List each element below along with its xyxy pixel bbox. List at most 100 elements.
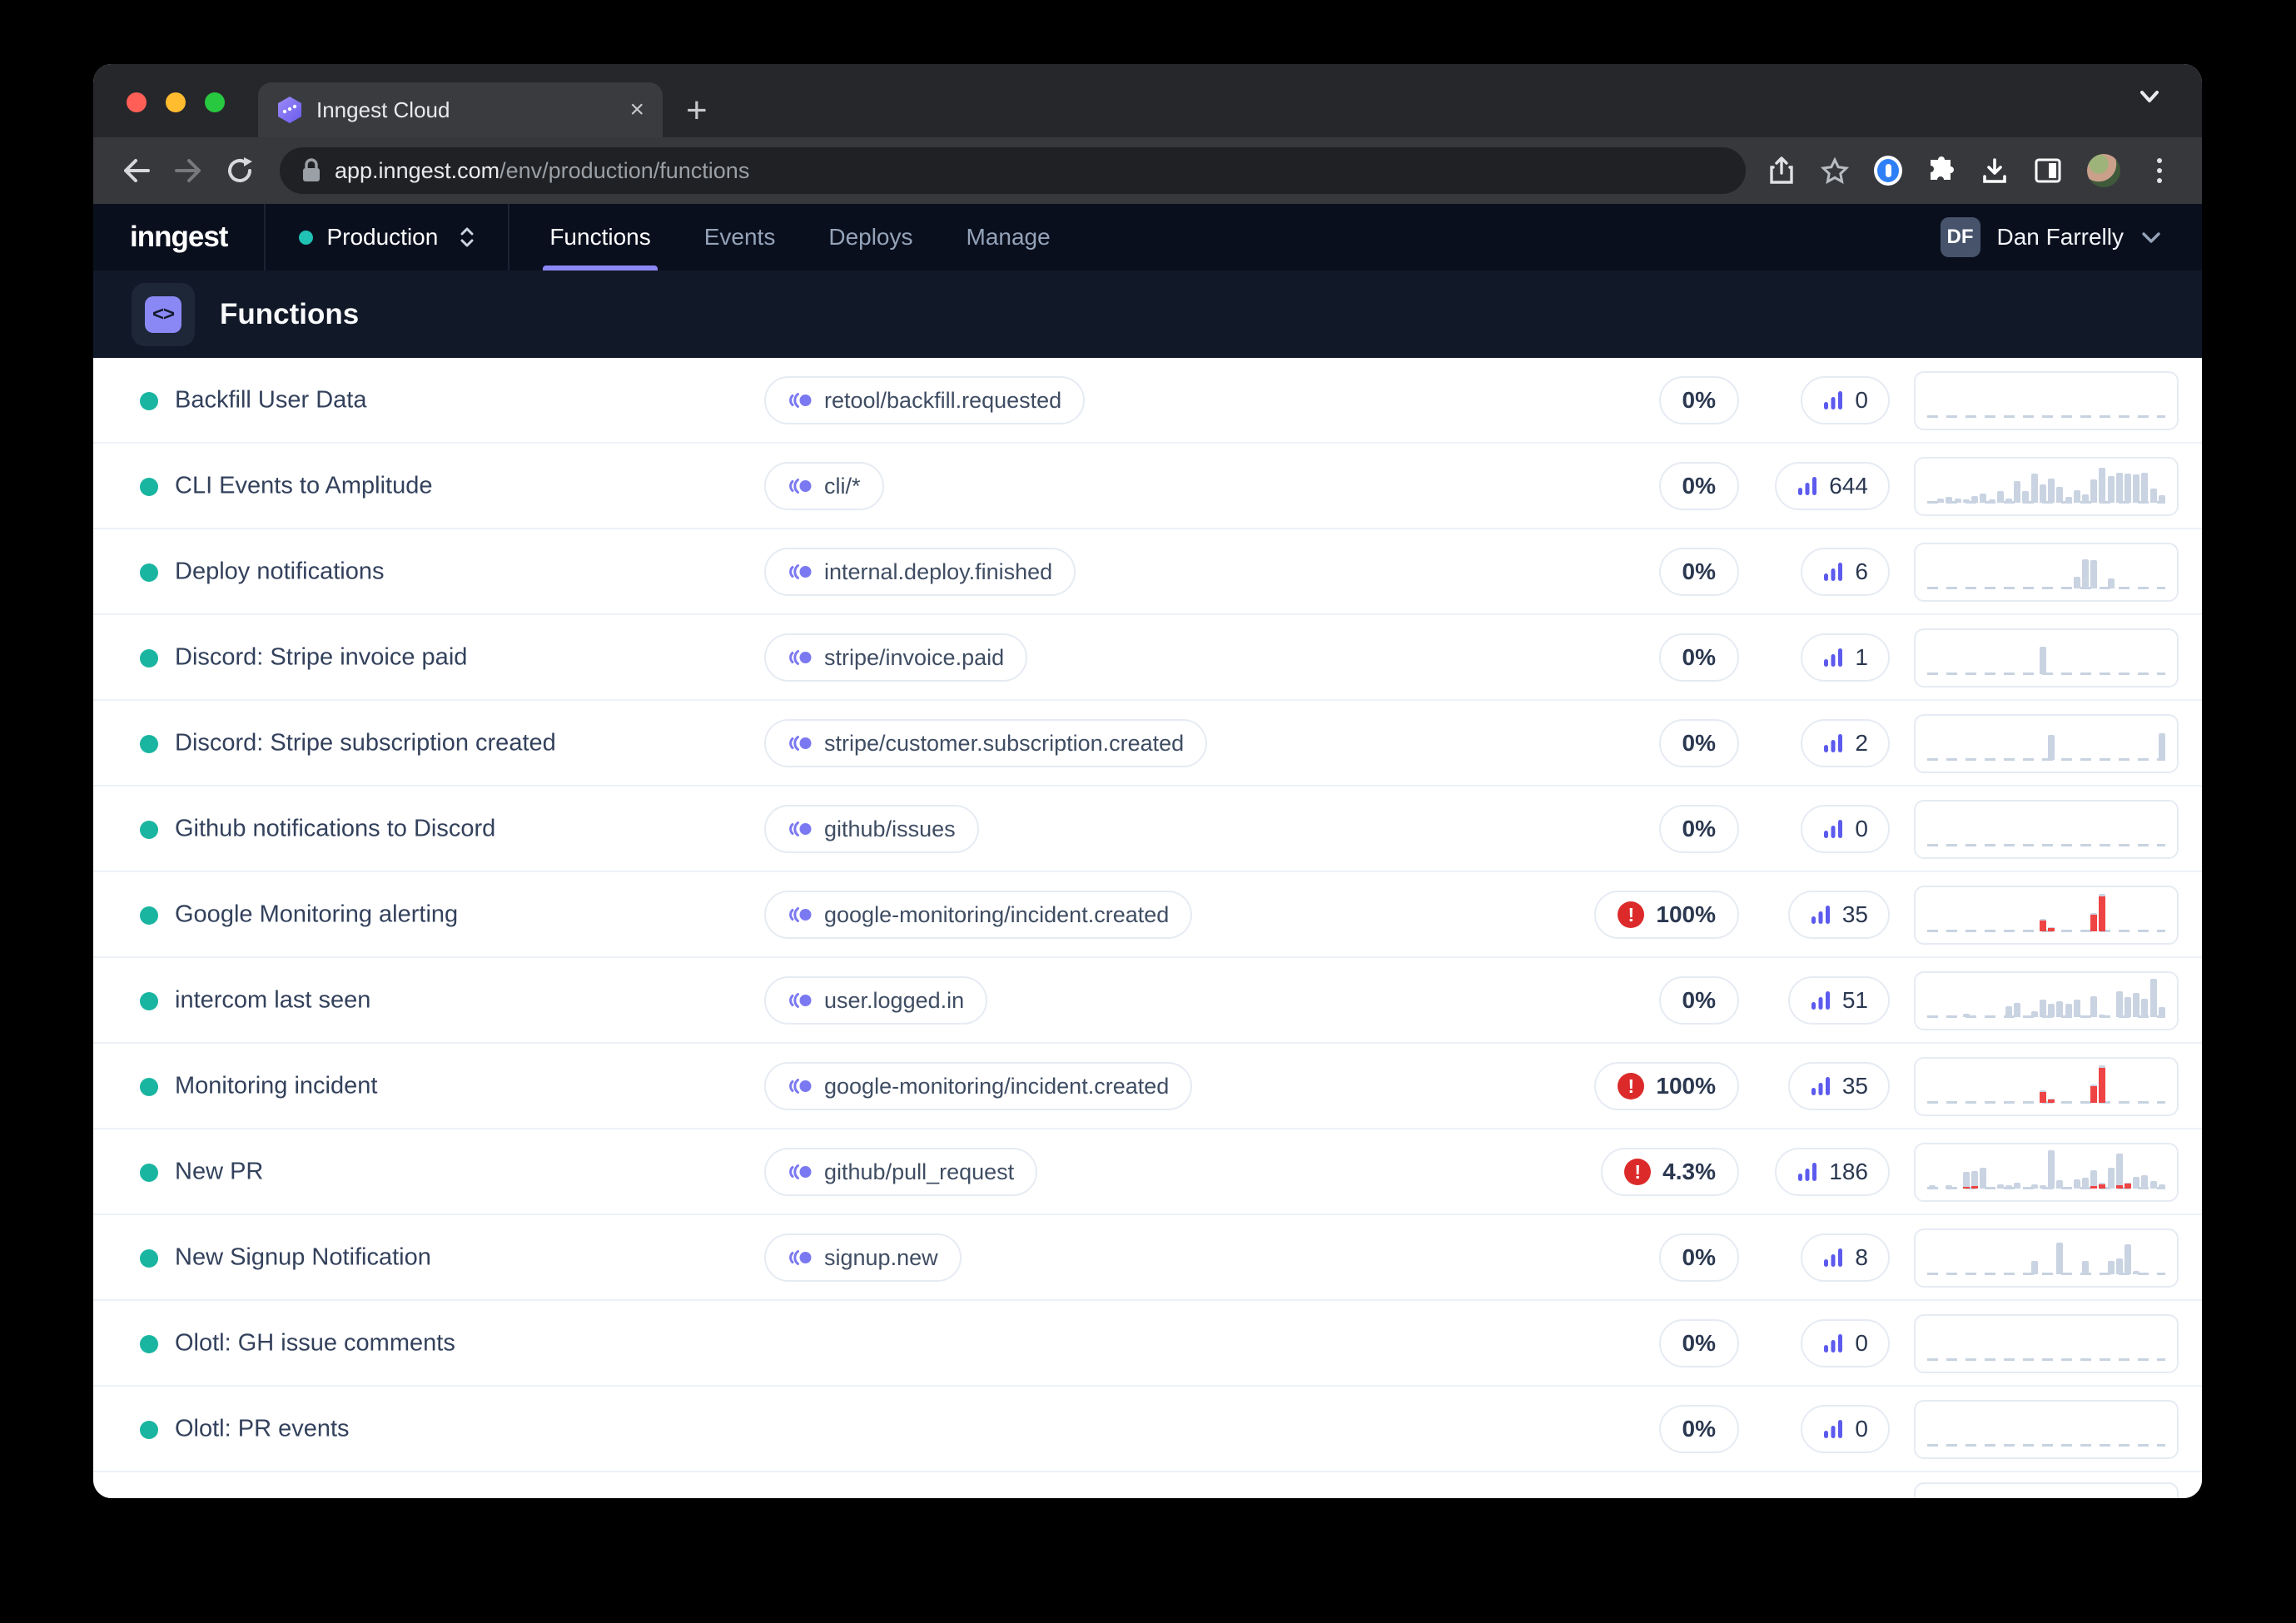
browser-menu-icon[interactable]	[2145, 156, 2174, 185]
run-count-pill: 0	[1801, 1319, 1890, 1367]
function-row[interactable]: Olotl: PR events 0% 0	[93, 1387, 2202, 1472]
environment-selector[interactable]: Production	[264, 204, 510, 270]
function-row[interactable]: Discord: Stripe invoice paid stripe/invo…	[93, 615, 2202, 701]
functions-icon: <>	[132, 282, 195, 346]
inngest-logo[interactable]: inngest	[130, 221, 228, 253]
function-row[interactable]: New Signup Notification signup.new 0% 8	[93, 1215, 2202, 1301]
function-row[interactable]: Discord: Stripe subscription created str…	[93, 701, 2202, 787]
event-name: retool/backfill.requested	[824, 387, 1062, 413]
share-icon[interactable]	[1767, 156, 1796, 185]
chart-baseline	[1927, 1273, 2165, 1275]
chart-baseline	[1927, 1187, 2165, 1189]
mini-bar-chart-icon	[1824, 820, 1843, 838]
browser-toolbar: app.inngest.com/env/production/functions	[93, 137, 2202, 204]
function-row[interactable]: Backfill User Data retool/backfill.reque…	[93, 358, 2202, 444]
reload-button[interactable]	[218, 149, 261, 192]
minimize-window-button[interactable]	[166, 92, 186, 112]
event-trigger-icon	[789, 993, 812, 1008]
tab-deploys[interactable]: Deploys	[828, 224, 913, 250]
function-status-dot	[140, 1335, 158, 1353]
forward-button[interactable]	[166, 149, 210, 192]
function-status-dot	[140, 392, 158, 410]
downloads-icon[interactable]	[1980, 156, 2009, 185]
event-name: github/issues	[824, 816, 956, 841]
mini-bar-chart-icon	[1824, 563, 1843, 581]
url-path: /env/production/functions	[499, 157, 750, 183]
event-trigger-icon	[789, 821, 812, 836]
user-menu[interactable]: DF Dan Farrelly	[1940, 204, 2202, 270]
failure-rate-value: 100%	[1656, 1073, 1716, 1099]
chart-bars	[1929, 891, 2165, 931]
function-status-dot	[140, 1421, 158, 1439]
bookmark-star-icon[interactable]	[1821, 156, 1849, 185]
mini-bar-chart-icon	[1824, 391, 1843, 409]
function-row[interactable]: Google Monitoring alerting google-monito…	[93, 872, 2202, 958]
toolbar-actions	[1767, 154, 2180, 187]
chart-bars	[1929, 462, 2165, 503]
failure-rate-pill: 0%	[1658, 462, 1739, 510]
function-name: Monitoring incident	[175, 1072, 378, 1099]
browser-profile-avatar[interactable]	[2087, 154, 2120, 187]
event-name: cli/*	[824, 473, 861, 499]
mini-bar-chart-icon	[1824, 734, 1843, 752]
usage-chart	[1914, 457, 2179, 516]
function-row[interactable]: CLI Events to Amplitude cli/* 0% 644	[93, 444, 2202, 529]
event-name: internal.deploy.finished	[824, 558, 1053, 584]
run-count-value: 1	[1855, 644, 1868, 670]
function-row[interactable]: intercom last seen user.logged.in 0% 51	[93, 958, 2202, 1044]
chart-baseline	[1927, 1101, 2165, 1104]
close-window-button[interactable]	[127, 92, 147, 112]
run-count-value: 35	[1841, 901, 1868, 927]
function-name: Discord: Stripe invoice paid	[175, 643, 468, 670]
error-icon: !	[1624, 1159, 1652, 1185]
event-badge: retool/backfill.requested	[764, 376, 1086, 424]
extensions-puzzle-icon[interactable]	[1927, 156, 1956, 185]
run-count-value: 6	[1855, 558, 1868, 584]
sidebar-toggle-icon[interactable]	[2034, 156, 2062, 185]
usage-chart	[1914, 1400, 2179, 1459]
function-row[interactable]: Olotl: GH issue comments 0% 0	[93, 1301, 2202, 1387]
chart-bars	[1929, 548, 2165, 588]
onepassword-extension-icon[interactable]	[1874, 156, 1902, 186]
run-count-value: 2	[1855, 730, 1868, 756]
function-name: Github notifications to Discord	[175, 815, 496, 841]
event-name: user.logged.in	[824, 987, 965, 1013]
chart-bars	[1929, 1233, 2165, 1274]
function-name: Olotl: PR events	[175, 1415, 350, 1442]
failure-rate-pill: 0%	[1658, 548, 1739, 596]
function-name: New PR	[175, 1158, 264, 1184]
function-status-dot	[140, 821, 158, 839]
tab-events[interactable]: Events	[703, 224, 776, 250]
tab-manage[interactable]: Manage	[966, 224, 1051, 250]
failure-rate-value: 0%	[1682, 1330, 1716, 1356]
tab-close-icon[interactable]: ×	[629, 96, 644, 123]
tab-search-chevron-icon[interactable]	[2135, 87, 2164, 106]
function-row[interactable]: Monitoring incident google-monitoring/in…	[93, 1044, 2202, 1129]
functions-list: Backfill User Data retool/backfill.reque…	[93, 358, 2202, 1472]
failure-rate-value: 0%	[1682, 816, 1716, 841]
run-count-pill: 0	[1801, 805, 1890, 853]
new-tab-button[interactable]: +	[686, 90, 708, 131]
tab-functions[interactable]: Functions	[543, 204, 658, 270]
lock-icon[interactable]	[301, 158, 321, 183]
function-row[interactable]: Github notifications to Discord github/i…	[93, 787, 2202, 872]
browser-tab[interactable]: Inngest Cloud ×	[258, 82, 663, 137]
function-name: Backfill User Data	[175, 386, 367, 413]
mini-bar-chart-icon	[1824, 1248, 1843, 1267]
function-status-dot	[140, 1249, 158, 1268]
function-name: CLI Events to Amplitude	[175, 472, 433, 499]
failure-rate-pill: 0%	[1658, 1319, 1739, 1367]
usage-chart	[1914, 371, 2179, 430]
address-bar[interactable]: app.inngest.com/env/production/functions	[280, 147, 1746, 194]
maximize-window-button[interactable]	[205, 92, 225, 112]
function-row[interactable]: New PR github/pull_request ! 4.3% 186	[93, 1129, 2202, 1215]
function-status-dot	[140, 649, 158, 668]
failure-rate-pill: 0%	[1658, 719, 1739, 767]
environment-name: Production	[326, 224, 439, 250]
back-button[interactable]	[115, 149, 158, 192]
function-row[interactable]: Deploy notifications internal.deploy.fin…	[93, 529, 2202, 615]
chart-baseline	[1927, 1015, 2165, 1018]
page-title: Functions	[220, 297, 360, 330]
mini-bar-chart-icon	[1811, 991, 1830, 1010]
event-badge: signup.new	[764, 1233, 962, 1282]
